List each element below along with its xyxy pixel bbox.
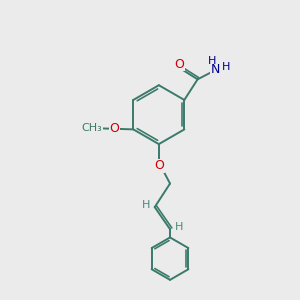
Text: H: H	[222, 62, 230, 72]
Text: N: N	[211, 63, 220, 76]
Text: O: O	[110, 122, 119, 135]
Text: O: O	[174, 58, 184, 70]
Text: CH₃: CH₃	[81, 123, 102, 133]
Text: H: H	[208, 56, 216, 66]
Text: H: H	[142, 200, 150, 210]
Text: H: H	[175, 222, 184, 232]
Text: O: O	[154, 159, 164, 172]
